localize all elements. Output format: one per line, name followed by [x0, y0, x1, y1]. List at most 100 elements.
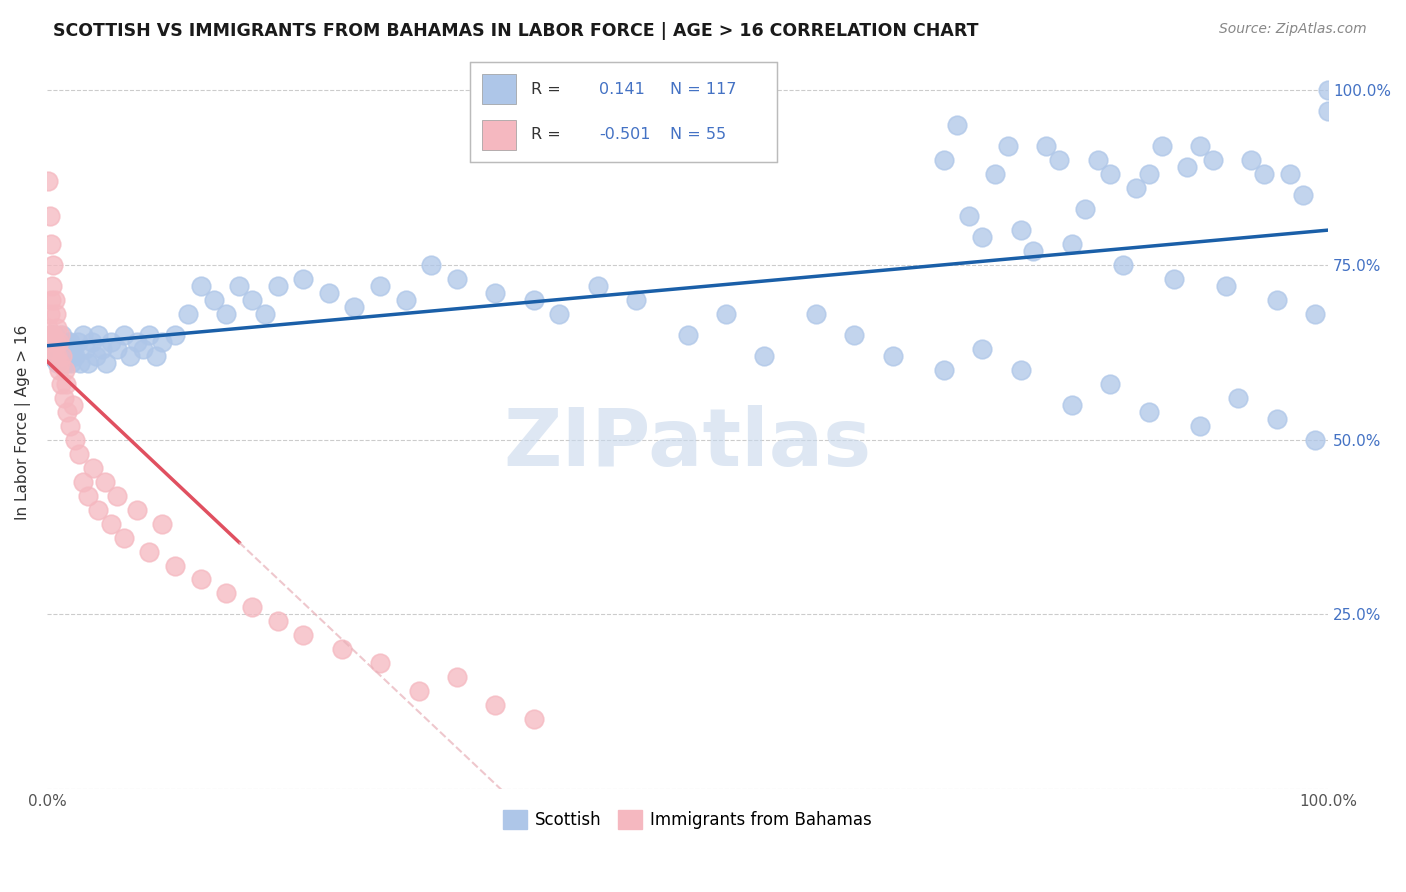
Point: [52, 342, 75, 356]
Point: [53, 363, 76, 377]
Point: [714, 307, 737, 321]
Point: [42, 327, 65, 342]
Point: [77, 489, 100, 503]
Point: [38, 349, 60, 363]
Point: [1060, 236, 1083, 251]
Point: [49, 349, 72, 363]
Point: [145, 349, 167, 363]
Point: [93, 475, 115, 489]
Point: [1099, 376, 1122, 391]
Point: [37, 320, 59, 334]
Point: [44, 293, 66, 307]
Point: [82, 460, 104, 475]
Point: [58, 349, 80, 363]
Point: [49, 342, 72, 356]
Point: [125, 334, 148, 349]
Point: [1215, 278, 1237, 293]
Point: [292, 272, 315, 286]
Point: [368, 657, 391, 671]
Point: [52, 391, 75, 405]
Point: [87, 327, 110, 342]
Point: [446, 670, 468, 684]
Point: [48, 334, 70, 349]
Point: [49, 334, 72, 349]
Point: [1022, 244, 1045, 258]
Legend: Scottish, Immigrants from Bahamas: Scottish, Immigrants from Bahamas: [496, 804, 879, 836]
Point: [66, 334, 89, 349]
Point: [41, 342, 63, 356]
Point: [138, 544, 160, 558]
Point: [446, 272, 468, 286]
Point: [408, 684, 430, 698]
Point: [484, 698, 506, 713]
Point: [1112, 258, 1135, 272]
Point: [1317, 83, 1340, 97]
Point: [1305, 307, 1327, 321]
Point: [1137, 405, 1160, 419]
Point: [56, 405, 79, 419]
Text: ZIPatlas: ZIPatlas: [503, 405, 872, 483]
Point: [44, 349, 66, 363]
Point: [53, 349, 76, 363]
Point: [626, 293, 648, 307]
Point: [94, 356, 117, 370]
Point: [69, 356, 91, 370]
Point: [100, 334, 122, 349]
Point: [215, 586, 238, 600]
Point: [804, 307, 827, 321]
Point: [957, 209, 980, 223]
Point: [1073, 202, 1095, 216]
Point: [55, 376, 77, 391]
Point: [932, 363, 955, 377]
Point: [44, 342, 66, 356]
Point: [240, 600, 263, 615]
Point: [75, 342, 97, 356]
Point: [45, 334, 67, 349]
Point: [997, 139, 1019, 153]
Point: [266, 278, 288, 293]
Point: [215, 307, 238, 321]
Point: [37, 174, 59, 188]
Point: [77, 356, 100, 370]
Point: [202, 293, 225, 307]
Point: [112, 531, 135, 545]
Point: [523, 712, 546, 726]
Point: [330, 642, 353, 657]
Point: [60, 356, 83, 370]
Point: [1240, 153, 1263, 167]
Point: [318, 285, 340, 300]
Point: [45, 349, 67, 363]
Point: [1317, 104, 1340, 119]
Point: [190, 573, 212, 587]
Point: [59, 334, 82, 349]
Point: [1150, 139, 1173, 153]
Point: [1265, 411, 1288, 425]
Point: [120, 349, 142, 363]
Point: [132, 342, 155, 356]
Point: [292, 628, 315, 642]
Point: [39, 327, 62, 342]
Point: [1125, 181, 1147, 195]
Point: [63, 349, 86, 363]
Point: [42, 349, 65, 363]
Point: [51, 327, 73, 342]
Point: [1278, 167, 1301, 181]
Point: [67, 447, 90, 461]
Point: [46, 349, 69, 363]
Point: [91, 342, 114, 356]
Point: [150, 516, 173, 531]
Point: [165, 327, 187, 342]
Point: [48, 363, 70, 377]
Point: [59, 418, 82, 433]
Point: [138, 327, 160, 342]
Point: [1291, 188, 1313, 202]
Point: [38, 307, 60, 321]
Point: [1163, 272, 1185, 286]
Point: [56, 342, 79, 356]
Point: [1253, 167, 1275, 181]
Point: [63, 433, 86, 447]
Point: [150, 334, 173, 349]
Point: [676, 327, 699, 342]
Point: [48, 349, 70, 363]
Point: [1175, 160, 1198, 174]
